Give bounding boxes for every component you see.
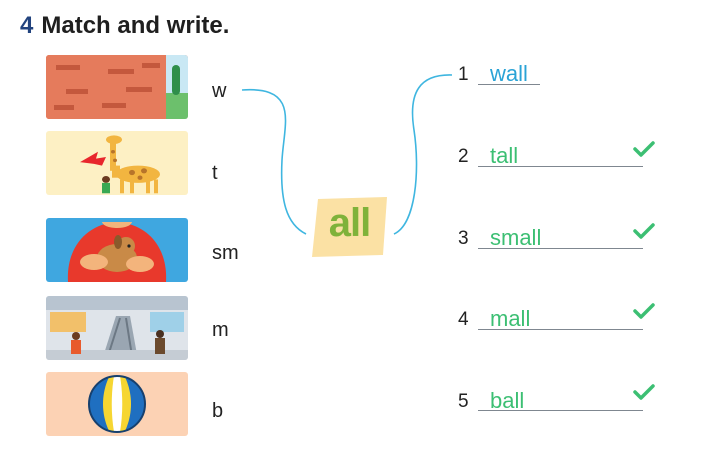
answer-number-3: 3 xyxy=(458,228,469,249)
picture-wall xyxy=(46,55,188,119)
word-ending-text: all xyxy=(328,201,371,245)
answer-text-3: small xyxy=(490,225,542,250)
picture-puppy xyxy=(46,218,188,282)
answer-line-2 xyxy=(478,166,643,167)
answer-text-5: ball xyxy=(490,388,525,413)
answer-text-1: wall xyxy=(490,61,528,86)
connector-left xyxy=(241,89,307,235)
word-ending-tag: all xyxy=(312,197,387,257)
exercise-number: 4 xyxy=(20,12,34,39)
answer-text-2: tall xyxy=(490,143,519,168)
answer-number-5: 5 xyxy=(458,391,469,412)
answer-line-5 xyxy=(478,410,643,411)
check-icon xyxy=(633,303,655,319)
letter-w: w xyxy=(212,80,227,102)
picture-mall xyxy=(46,296,188,360)
answer-text-4: mall xyxy=(490,306,531,331)
connector-right xyxy=(393,74,453,235)
answer-number-4: 4 xyxy=(458,309,469,330)
check-icon xyxy=(633,384,655,400)
check-icon xyxy=(633,141,655,157)
exercise-title: 4 Match and write. xyxy=(20,12,229,40)
picture-giraffe xyxy=(46,131,188,195)
answer-number-2: 2 xyxy=(458,146,469,167)
letter-b: b xyxy=(212,400,224,422)
exercise-instruction: Match and write. xyxy=(41,12,230,39)
answer-line-4 xyxy=(478,329,643,330)
letter-m: m xyxy=(212,319,229,341)
check-icon xyxy=(633,223,655,239)
answer-line-1 xyxy=(478,84,540,85)
letter-sm: sm xyxy=(212,242,239,264)
answer-line-3 xyxy=(478,248,643,249)
letter-t: t xyxy=(212,162,218,184)
picture-ball xyxy=(46,372,188,436)
answer-number-1: 1 xyxy=(458,64,469,85)
